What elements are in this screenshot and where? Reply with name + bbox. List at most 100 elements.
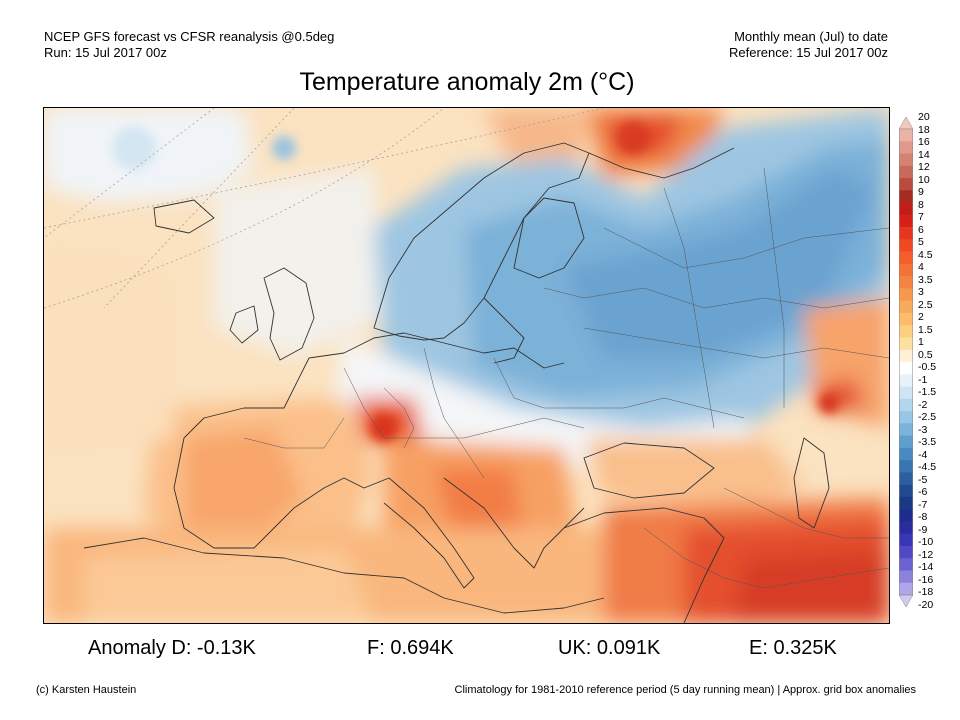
- colorbar-tick-label: 8: [918, 198, 924, 211]
- colorbar-tick-label: 18: [918, 123, 930, 136]
- colorbar-cell: [899, 509, 913, 522]
- colorbar-tick-label: 12: [918, 161, 930, 174]
- colorbar-cell: [899, 263, 913, 277]
- colorbar-tick-label: 1.5: [918, 323, 933, 336]
- map-title: Temperature anomaly 2m (°C): [299, 68, 635, 96]
- colorbar-cell: [899, 447, 913, 461]
- colorbar-cell: [899, 325, 913, 338]
- colorbar-cell: [899, 521, 913, 534]
- colorbar-tick-label: -14: [918, 561, 934, 574]
- colorbar-frame: [899, 128, 913, 596]
- colorbar-cap-top: [899, 117, 913, 130]
- map-canvas: [44, 108, 889, 623]
- colorbar-cell: [899, 582, 913, 596]
- anomaly-france: F: 0.694K: [367, 637, 454, 659]
- colorbar-tick-label: 3: [918, 286, 924, 299]
- colorbar-tick-label: 20: [918, 111, 930, 123]
- run-info: Run: 15 Jul 2017 00z: [44, 45, 167, 60]
- colorbar-cell: [899, 239, 913, 252]
- colorbar-tick-label: 1: [918, 336, 924, 349]
- colorbar-cell: [899, 312, 913, 326]
- borders: [243, 167, 889, 589]
- climatology-note: Climatology for 1981-2010 reference peri…: [454, 684, 916, 696]
- colorbar-tick-label: -1: [918, 373, 928, 386]
- colorbar-tick-label: -10: [918, 536, 934, 549]
- colorbar: [899, 117, 913, 607]
- anomaly-map: [43, 107, 890, 624]
- colorbar-tick-label: -12: [918, 548, 934, 561]
- colorbar-tick-label: 5: [918, 236, 924, 249]
- colorbar-tick-label: -3: [918, 423, 928, 436]
- colorbar-cell: [899, 545, 913, 559]
- colorbar-cell: [899, 472, 913, 485]
- header-left: NCEP GFS forecast vs CFSR reanalysis @0.…: [44, 29, 334, 61]
- colorbar-tick-label: -2: [918, 398, 928, 411]
- colorbar-tick-label: -16: [918, 573, 934, 586]
- coastlines: [83, 142, 830, 623]
- copyright: (c) Karsten Haustein: [36, 684, 137, 696]
- colorbar-tick-label: -0.5: [918, 361, 937, 374]
- colorbar-cell: [899, 190, 913, 203]
- anomaly-europe: E: 0.325K: [749, 637, 837, 659]
- colorbar-cell: [899, 227, 913, 240]
- anomaly-field: [44, 108, 889, 623]
- colorbar-cap-bottom: [899, 594, 913, 607]
- colorbar-tick-label: 7: [918, 211, 924, 224]
- colorbar-cell: [899, 178, 913, 191]
- colorbar-cell: [899, 300, 913, 314]
- colorbar-cell: [899, 129, 913, 142]
- colorbar-cell: [899, 374, 913, 387]
- colorbar-tick-label: -1.5: [918, 386, 937, 399]
- colorbar-cell: [899, 423, 913, 436]
- colorbar-cell: [899, 288, 913, 301]
- header-right: Monthly mean (Jul) to date Reference: 15…: [729, 29, 888, 61]
- colorbar-tick-label: -9: [918, 523, 928, 536]
- colorbar-tick-label: -18: [918, 586, 934, 599]
- colorbar-tick-label: 0.5: [918, 348, 933, 361]
- colorbar-cell: [899, 460, 913, 473]
- colorbar-cell: [899, 276, 913, 289]
- colorbar-tick-label: 6: [918, 223, 924, 236]
- colorbar-tick-label: -2.5: [918, 411, 937, 424]
- colorbar-cell: [899, 496, 913, 510]
- colorbar-tick-label: -7: [918, 498, 928, 511]
- colorbar-cell: [899, 202, 913, 216]
- colorbar-cell: [899, 214, 913, 228]
- colorbar-cell: [899, 533, 913, 547]
- colorbar-cell: [899, 570, 913, 584]
- colorbar-cell: [899, 141, 913, 154]
- period-info: Monthly mean (Jul) to date: [734, 29, 888, 44]
- colorbar-tick-label: -4: [918, 448, 928, 461]
- colorbar-cell: [899, 386, 913, 400]
- colorbar-cell: [899, 337, 913, 351]
- colorbar-tick-label: 9: [918, 186, 924, 199]
- colorbar-tick-label: -3.5: [918, 436, 937, 449]
- colorbar-cell: [899, 558, 913, 571]
- colorbar-tick-label: -5: [918, 473, 928, 486]
- colorbar-tick-label: -8: [918, 511, 928, 524]
- colorbar-tick-label: 16: [918, 136, 930, 149]
- colorbar-cell: [899, 165, 913, 179]
- model-info: NCEP GFS forecast vs CFSR reanalysis @0.…: [44, 29, 335, 44]
- colorbar-cell: [899, 349, 913, 363]
- anomaly-uk: UK: 0.091K: [558, 637, 661, 659]
- colorbar-tick-label: 4.5: [918, 248, 933, 261]
- reference-info: Reference: 15 Jul 2017 00z: [729, 45, 888, 60]
- colorbar-cell: [899, 411, 913, 424]
- colorbar-tick-label: -6: [918, 486, 928, 499]
- anomaly-detail: [112, 122, 839, 442]
- colorbar-tick-label: 2: [918, 311, 924, 324]
- colorbar-cell: [899, 398, 913, 412]
- anomaly-germany: Anomaly D: -0.13K: [88, 637, 256, 659]
- colorbar-tick-label: 3.5: [918, 273, 933, 286]
- colorbar-tick-label: 2.5: [918, 298, 933, 311]
- graticule: [44, 108, 605, 309]
- colorbar-tick-label: 10: [918, 173, 930, 186]
- colorbar-tick-label: 14: [918, 148, 930, 161]
- colorbar-tick-label: -4.5: [918, 461, 937, 474]
- colorbar-tick-label: -20: [918, 599, 934, 611]
- colorbar-cell: [899, 153, 913, 167]
- colorbar-cell: [899, 251, 913, 265]
- colorbar-tick-label: 4: [918, 261, 924, 274]
- colorbar-cell: [899, 484, 913, 498]
